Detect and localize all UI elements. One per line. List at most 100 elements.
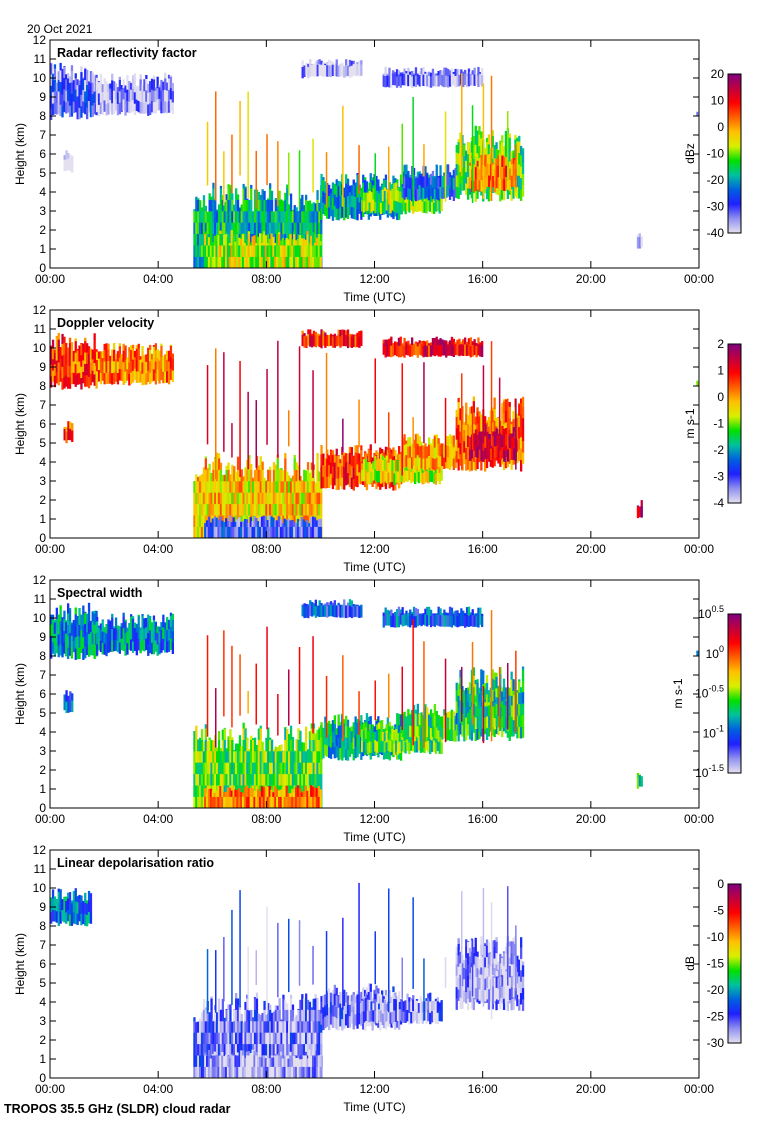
radar-pixel	[132, 345, 134, 348]
radar-pixel	[54, 64, 56, 68]
radar-pixel	[320, 527, 322, 539]
y-tick-label: 9	[39, 90, 46, 104]
fall-streak	[472, 406, 474, 450]
radar-pixel	[464, 70, 466, 74]
radar-pixel	[69, 610, 71, 622]
colorbar-tick-label: -3	[713, 470, 724, 484]
radar-pixel	[86, 70, 88, 74]
radar-pixel	[320, 445, 322, 454]
radar-pixel	[395, 727, 397, 729]
radar-pixel	[509, 407, 511, 419]
radar-pixel	[320, 174, 322, 175]
radar-pixel	[160, 346, 162, 358]
colorbar-tick-label: -2	[713, 443, 724, 457]
radar-pixel	[320, 797, 322, 809]
radar-pixel	[306, 231, 308, 234]
fall-streak	[312, 370, 314, 478]
radar-pixel	[63, 337, 65, 343]
y-tick-label: 8	[39, 379, 46, 393]
radar-pixel	[260, 728, 262, 740]
radar-pixel	[501, 154, 503, 156]
radar-pixel	[75, 608, 77, 615]
radar-pixel	[320, 257, 322, 269]
radar-pixel	[260, 456, 262, 458]
radar-pixel	[320, 519, 322, 527]
radar-pixel	[505, 399, 507, 400]
colorbar-tick-label: 10	[711, 94, 725, 108]
radar-pixel	[233, 466, 235, 470]
fall-streak	[507, 399, 509, 449]
radar-pixel	[315, 600, 317, 607]
fall-streak	[402, 363, 404, 475]
radar-pixel	[378, 723, 380, 729]
fall-streak	[483, 365, 485, 443]
radar-pixel	[75, 338, 77, 341]
radar-pixel	[224, 728, 226, 740]
radar-pixel	[481, 68, 483, 75]
fall-streak	[247, 392, 249, 470]
radar-pixel	[280, 468, 282, 470]
radar-pixel	[372, 185, 374, 188]
radar-pixel	[522, 441, 524, 453]
y-tick-label: 12	[33, 303, 47, 317]
radar-pixel	[360, 605, 362, 606]
radar-pixel	[522, 452, 524, 464]
radar-pixel	[334, 715, 336, 724]
radar-pixel	[284, 727, 286, 728]
x-axis-label: Time (UTC)	[343, 560, 405, 574]
radar-pixel	[505, 400, 507, 412]
radar-pixel	[360, 331, 362, 335]
y-tick-label: 1	[39, 512, 46, 526]
radar-pixel	[88, 603, 90, 611]
fall-streak	[277, 341, 279, 458]
radar-pixel	[522, 162, 524, 174]
y-tick-label: 8	[39, 109, 46, 123]
colorbar	[728, 344, 741, 503]
radar-pixel	[322, 177, 324, 180]
x-tick-label: 04:00	[143, 272, 173, 286]
radar-pixel	[224, 728, 226, 729]
radar-pixel	[360, 445, 362, 450]
radar-pixel	[458, 398, 460, 402]
y-tick-label: 6	[39, 417, 46, 431]
radar-pixel	[275, 198, 277, 200]
y-tick-label: 5	[39, 436, 46, 450]
fall-streak	[423, 362, 425, 443]
radar-pixel	[205, 206, 207, 212]
radar-pixel	[172, 354, 174, 360]
radar-pixel	[389, 722, 391, 727]
radar-pixel	[212, 188, 214, 200]
radar-pixel	[69, 608, 71, 610]
fall-streak	[461, 73, 463, 176]
panel-1: Radar reflectivity factor012345678910111…	[13, 33, 741, 304]
radar-pixel	[522, 151, 524, 163]
fall-streak	[483, 83, 485, 199]
y-tick-label: 4	[39, 185, 46, 199]
radar-pixel	[237, 458, 239, 470]
radar-pixel	[124, 346, 126, 349]
y-tick-label: 1	[39, 242, 46, 256]
radar-pixel	[320, 722, 322, 725]
radar-pixel	[509, 402, 511, 407]
fall-streak	[256, 151, 258, 209]
radar-pixel	[84, 612, 86, 613]
radar-pixel	[385, 175, 387, 180]
x-tick-label: 12:00	[359, 272, 389, 286]
radar-pixel	[347, 179, 349, 185]
radar-pixel	[360, 334, 362, 346]
y-tick-label: 7	[39, 398, 46, 412]
radar-pixel	[219, 231, 221, 234]
y-tick-label: 4	[39, 455, 46, 469]
y-tick-label: 9	[39, 360, 46, 374]
colorbar-tick-label: -30	[707, 200, 725, 214]
radar-pixel	[271, 191, 273, 200]
radar-pixel	[347, 720, 349, 727]
radar-pixel	[160, 344, 162, 346]
radar-pixel	[262, 462, 264, 470]
radar-pixel	[138, 615, 140, 617]
y-axis-label: Height (km)	[13, 123, 27, 185]
radar-pixel	[484, 155, 486, 156]
radar-pixel	[641, 500, 643, 506]
radar-pixel	[370, 444, 372, 450]
radar-pixel	[111, 74, 113, 81]
